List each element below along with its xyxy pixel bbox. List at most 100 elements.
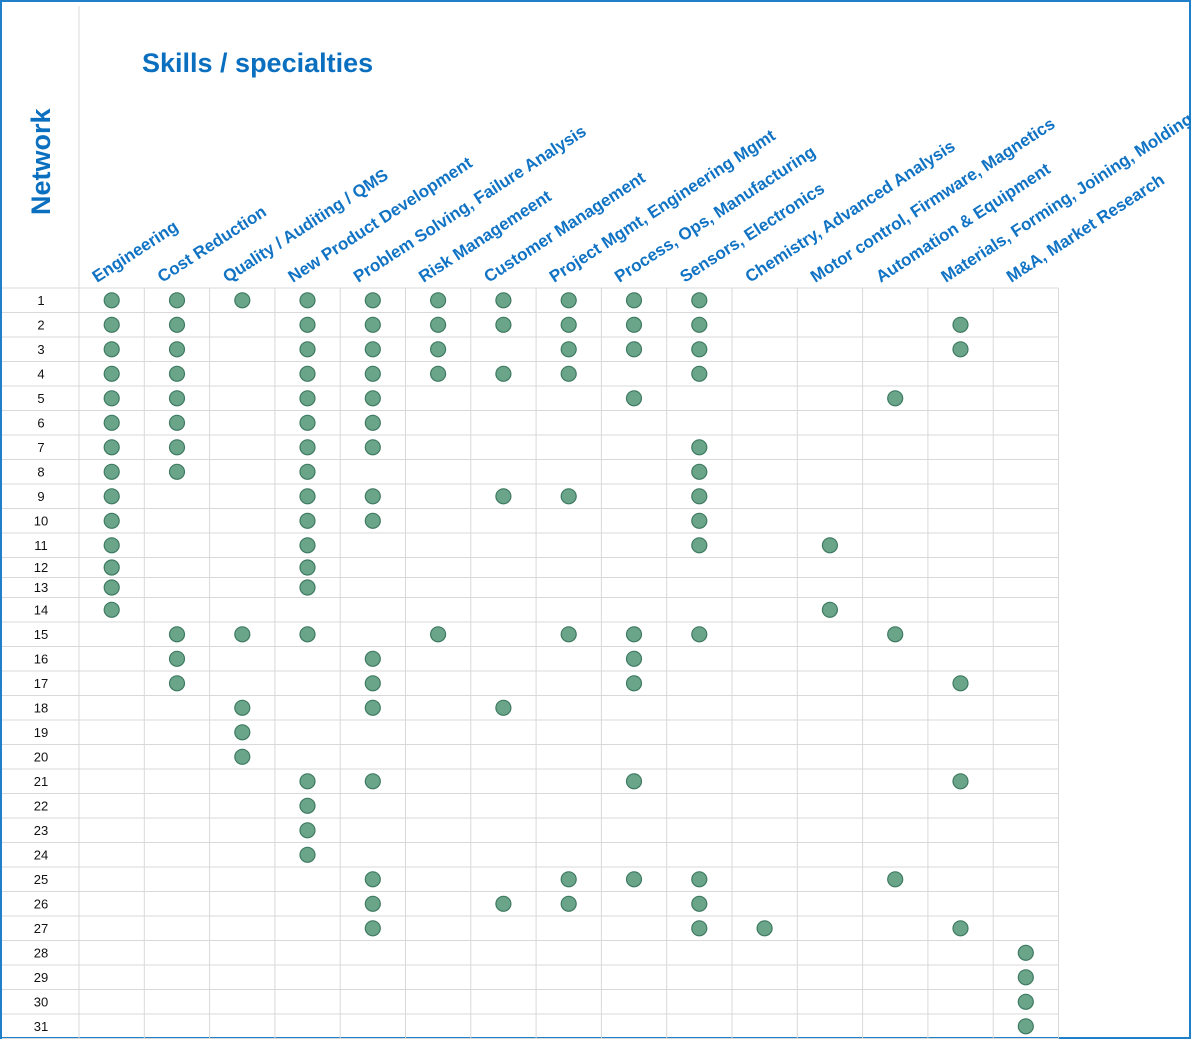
row-label: 21 (34, 774, 48, 789)
skill-marker (691, 537, 708, 554)
skill-marker (952, 920, 969, 937)
skill-marker (364, 316, 381, 333)
skill-markers (103, 292, 1034, 1035)
skill-marker (495, 895, 512, 912)
skill-marker (299, 822, 316, 839)
row-label: 2 (37, 317, 44, 332)
column-label: Cost Reduction (154, 202, 270, 286)
skill-marker (364, 512, 381, 529)
skill-marker (952, 341, 969, 358)
skill-marker (103, 365, 120, 382)
row-label: 31 (34, 1019, 48, 1034)
skill-marker (299, 537, 316, 554)
skill-marker (691, 341, 708, 358)
skill-marker (168, 463, 186, 480)
row-label: 25 (34, 872, 48, 887)
skill-marker (495, 365, 512, 382)
skill-marker (299, 463, 316, 480)
row-label: 4 (37, 366, 44, 381)
skill-marker (1017, 944, 1034, 961)
skill-marker (168, 292, 186, 309)
skill-marker (691, 512, 708, 529)
skill-marker (168, 626, 186, 643)
skill-marker (625, 390, 643, 407)
skill-marker (234, 699, 251, 716)
skill-marker (168, 341, 186, 358)
skill-marker (364, 414, 381, 431)
row-labels: 1234567891011121314151617181920212223242… (34, 293, 48, 1034)
skill-marker (691, 488, 708, 505)
skill-marker (299, 365, 316, 382)
row-label: 30 (34, 994, 48, 1009)
skill-marker (103, 390, 120, 407)
row-label: 6 (37, 415, 44, 430)
row-label: 7 (37, 440, 44, 455)
skill-marker (364, 699, 381, 716)
skill-marker (168, 414, 186, 431)
skill-marker (1017, 969, 1034, 986)
skill-marker (430, 365, 447, 382)
skill-marker (364, 895, 381, 912)
row-label: 22 (34, 798, 48, 813)
skill-marker (364, 920, 381, 937)
skill-marker (430, 292, 447, 309)
skill-marker (364, 871, 381, 888)
skill-marker (364, 390, 381, 407)
skill-marker (821, 601, 839, 618)
network-axis-label: Network (26, 107, 56, 215)
skill-marker (560, 341, 577, 358)
row-label: 18 (34, 700, 48, 715)
skill-marker (168, 675, 186, 692)
row-label: 24 (34, 847, 48, 862)
row-label: 9 (37, 489, 44, 504)
skill-marker (299, 512, 316, 529)
skill-marker (495, 488, 512, 505)
row-label: 27 (34, 921, 48, 936)
skill-marker (103, 559, 120, 576)
skill-marker (299, 797, 316, 814)
skill-marker (560, 365, 577, 382)
skill-marker (299, 626, 316, 643)
skill-marker (495, 316, 512, 333)
skill-marker (560, 316, 577, 333)
skill-marker (364, 365, 381, 382)
row-label: 26 (34, 896, 48, 911)
skill-marker (691, 439, 708, 456)
skill-marker (495, 699, 512, 716)
skill-marker (103, 341, 120, 358)
skill-marker (103, 292, 120, 309)
row-label: 17 (34, 676, 48, 691)
skill-marker (299, 390, 316, 407)
skill-marker (103, 488, 120, 505)
row-label: 16 (34, 651, 48, 666)
skill-marker (625, 871, 643, 888)
skill-marker (234, 292, 251, 309)
skill-marker (691, 463, 708, 480)
skill-marker (364, 650, 381, 667)
row-label: 10 (34, 513, 48, 528)
skill-marker (691, 895, 708, 912)
row-label: 12 (34, 560, 48, 575)
skill-marker (103, 512, 120, 529)
skill-marker (103, 463, 120, 480)
skill-marker (103, 579, 120, 596)
skill-marker (1017, 993, 1034, 1010)
skill-marker (691, 365, 708, 382)
skill-marker (103, 439, 120, 456)
skill-marker (364, 341, 381, 358)
skill-marker (299, 559, 316, 576)
skill-marker (952, 316, 969, 333)
skill-marker (495, 292, 512, 309)
row-label: 3 (37, 342, 44, 357)
skill-marker (952, 773, 969, 790)
row-label: 8 (37, 464, 44, 479)
row-label: 5 (37, 391, 44, 406)
chart-title: Skills / specialties (142, 48, 373, 78)
row-label: 23 (34, 823, 48, 838)
skill-marker (625, 341, 643, 358)
skill-marker (821, 537, 839, 554)
row-label: 14 (34, 602, 48, 617)
skill-marker (103, 414, 120, 431)
